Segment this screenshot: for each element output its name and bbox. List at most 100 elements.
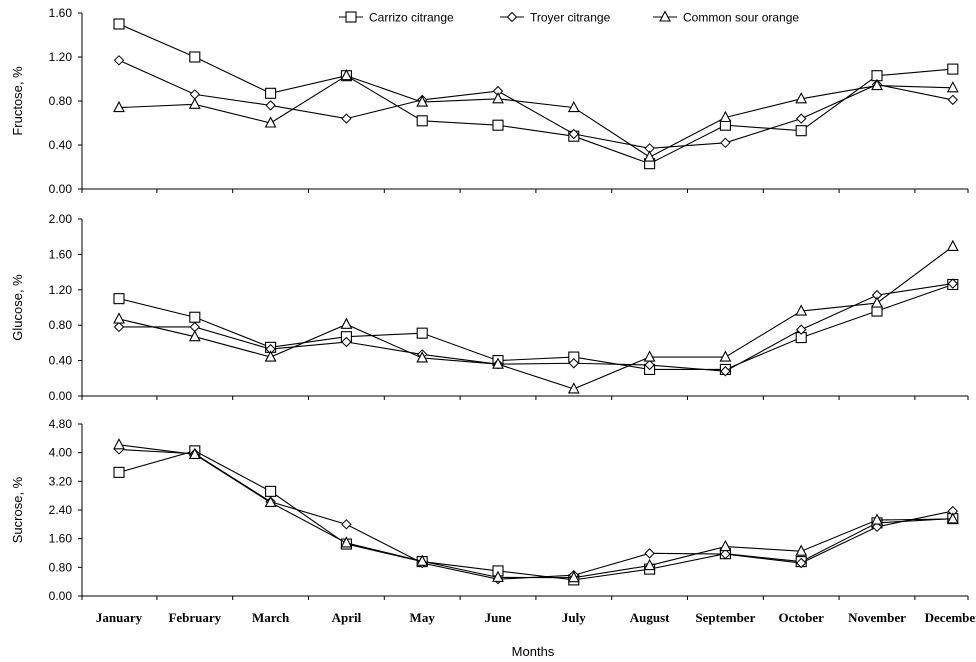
data-point-diamond [947,278,959,289]
data-point-diamond [341,113,352,124]
data-point-square [795,125,807,137]
data-point-triangle [492,92,504,104]
data-point-diamond [947,94,959,106]
data-point-triangle [113,312,125,324]
data-point-triangle [188,97,201,109]
y-tick-label: 4.00 [49,446,73,460]
data-point-triangle [567,571,580,583]
data-point-diamond [720,366,731,377]
data-point-square [416,327,428,339]
y-tick-label: 0.00 [49,182,73,196]
panel-3: 0.00 0.80 1.60 2.40 3.20 4.00 4.80 Sucrose, % [10,417,969,603]
data-point-triangle [113,438,125,450]
y-tick-label: 3.20 [49,474,73,488]
legend-label: Carrizo citrange [369,11,454,25]
data-point-triangle [946,239,959,251]
y-tick-label: 1.20 [49,50,73,64]
y-tick-label: 2.00 [49,212,73,226]
data-point-triangle [871,296,883,308]
data-point-triangle [264,495,277,508]
data-point-triangle [643,150,656,162]
data-point-diamond [871,521,883,533]
data-point-diamond [341,336,352,348]
series-line-square [118,23,953,165]
series-line-triangle [118,444,953,579]
data-point-square [492,119,504,131]
data-point-diamond [795,557,807,569]
x-tick-label: March [252,610,290,625]
data-point-triangle [492,570,504,582]
data-point-triangle [719,539,732,552]
series-line-triangle [118,245,954,390]
data-point-diamond [644,359,655,371]
x-tick-label: February [168,610,221,625]
panel-1: 0.00 0.40 0.80 1.20 1.60 Fructose, % [10,6,969,196]
data-point-triangle [795,92,808,104]
data-point-triangle [340,69,353,81]
data-point-triangle [416,554,429,566]
data-point-triangle [795,544,808,556]
x-tick-label: April [332,610,362,625]
data-point-triangle [567,100,580,113]
data-point-square [416,115,428,127]
data-point-triangle [416,95,429,107]
data-point-square [189,311,201,323]
data-point-diamond [795,324,807,335]
legend-marker-diamond [506,11,518,23]
y-tick-label: 1.60 [49,532,73,546]
data-point-diamond [189,89,201,100]
data-point-triangle [567,382,580,394]
data-point-square [113,466,125,478]
legend-label: Common sour orange [683,11,799,25]
y-tick-label: 4.80 [49,417,73,431]
data-point-diamond [720,548,731,560]
y-tick-label: 1.20 [49,283,73,297]
series-line-diamond [119,283,953,372]
data-point-diamond [265,100,276,111]
y-tick-label: 0.80 [49,560,73,574]
series-line-diamond [118,448,953,580]
y-tick-label: 2.40 [49,503,73,517]
data-point-diamond [568,128,580,140]
data-point-diamond [568,358,580,369]
data-point-triangle [340,536,353,548]
y-tick-label: 1.60 [49,247,73,261]
data-point-triangle [188,447,201,460]
data-point-triangle [643,558,656,571]
data-point-triangle [264,116,277,128]
x-tick-label: November [848,610,906,625]
data-point-diamond [644,548,655,559]
series-line-triangle [118,75,953,158]
data-point-triangle [113,100,125,113]
x-axis-label: Months [512,644,555,659]
data-point-diamond [113,321,125,333]
y-axis-label: Sucrose, % [10,476,25,543]
y-tick-label: 0.40 [49,354,73,368]
data-point-triangle [946,81,959,93]
data-point-triangle [340,317,353,329]
data-point-triangle [719,110,732,123]
data-point-triangle [492,357,504,369]
x-tick-label: September [695,610,755,625]
data-point-diamond [113,55,125,66]
y-tick-label: 0.80 [49,94,73,108]
legend-label: Troyer citrange [530,11,611,25]
data-point-square [189,51,201,63]
legend: Carrizo citrange Troyer citrange Common so… [339,10,799,25]
data-point-triangle [416,351,429,363]
x-tick-label: January [96,610,143,625]
data-point-triangle [643,350,656,362]
panel-2: 0.00 0.40 0.80 1.20 1.60 2.00 Glucose, % [10,212,969,403]
data-point-triangle [946,512,959,524]
data-point-square [113,18,125,30]
data-point-square [947,63,959,75]
x-tick-label: July [562,610,586,625]
x-tick-label: October [778,610,824,625]
data-point-diamond [795,113,807,124]
x-tick-label: May [410,610,436,625]
y-tick-label: 0.00 [49,389,73,403]
data-point-square [265,485,277,497]
series-line-square [118,283,953,371]
y-tick-label: 0.80 [49,318,73,332]
